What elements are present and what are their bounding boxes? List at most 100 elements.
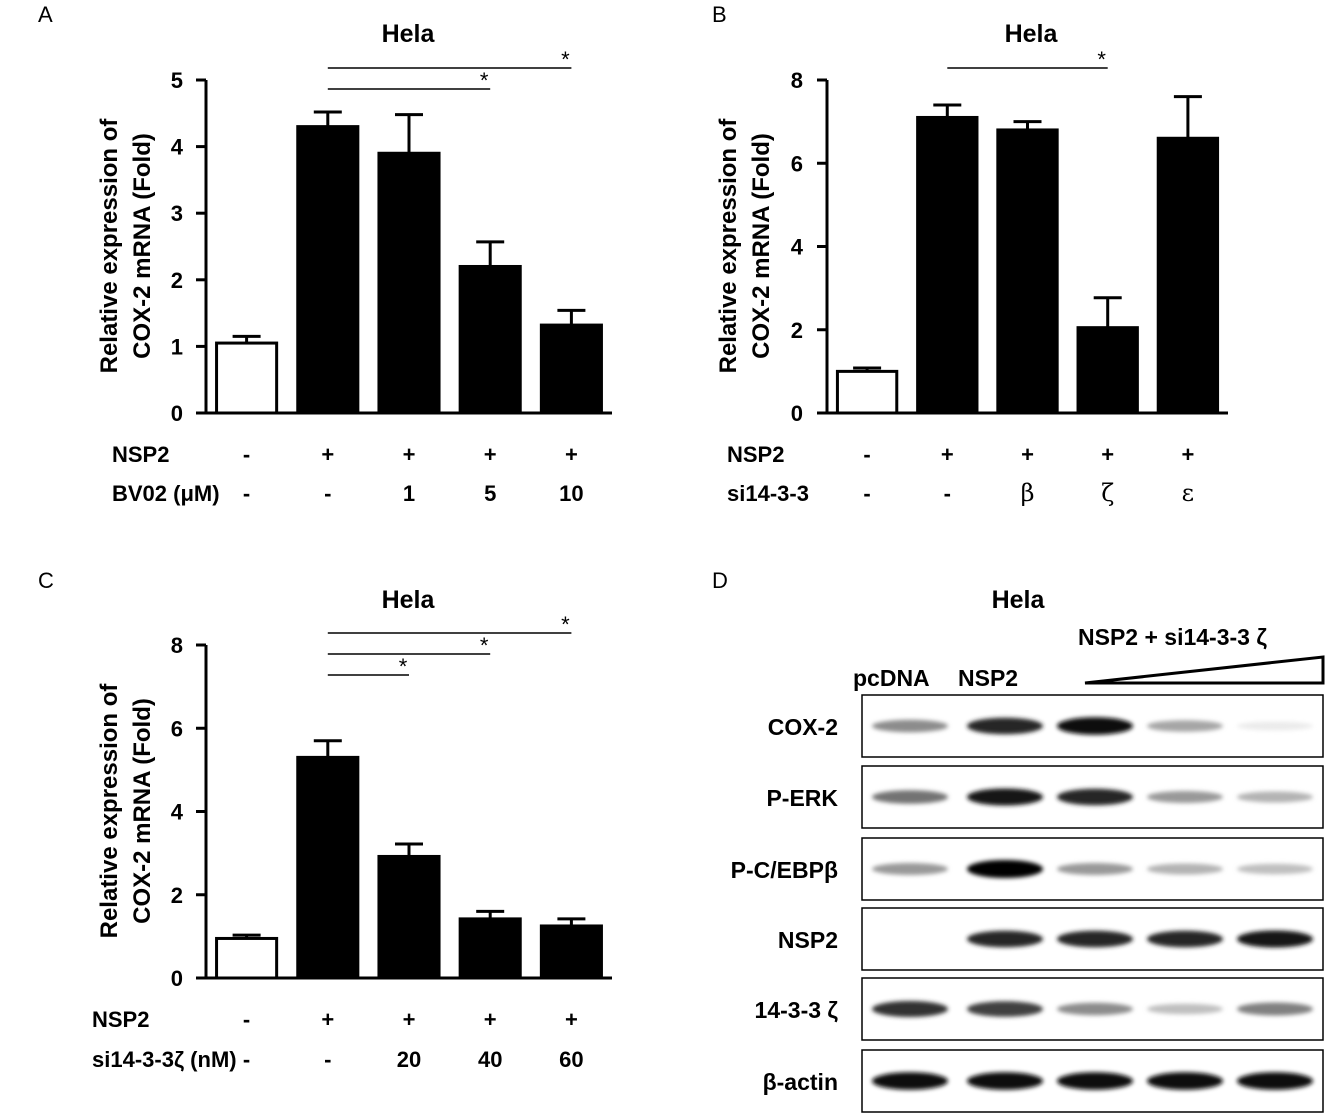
blot-band <box>872 790 948 804</box>
y-axis-label: Relative expression of <box>96 118 123 374</box>
condition-label: BV02 (μM) <box>112 481 220 506</box>
condition-value: + <box>484 442 497 467</box>
condition-value: β <box>1021 479 1035 507</box>
blot-band <box>872 863 948 875</box>
y-tick-label: 0 <box>171 966 183 991</box>
blot-label: P-C/EBPβ <box>731 857 838 883</box>
blot-row: P-C/EBPβ <box>731 837 1324 901</box>
condition-value: 60 <box>559 1047 583 1072</box>
western-blot-panel: D Hela NSP2 + si14-3-3 ζ pcDNA NSP2 COX-2 P-ER… <box>712 568 1325 1113</box>
chart-title: Hela <box>382 20 436 48</box>
y-tick-label: 6 <box>791 151 803 176</box>
y-tick-label: 0 <box>791 401 803 426</box>
bar <box>458 264 522 415</box>
concentration-wedge <box>1084 655 1325 685</box>
blot-band <box>1147 930 1223 948</box>
blot-label: 14-3-3 ζ <box>755 997 839 1023</box>
blot-label: NSP2 <box>778 927 838 953</box>
condition-value: - <box>243 1007 250 1032</box>
y-tick-label: 6 <box>171 716 183 741</box>
blot-band <box>1057 863 1133 875</box>
significance-star: * <box>480 633 489 658</box>
condition-value: - <box>243 442 250 467</box>
y-tick-label: 0 <box>171 401 183 426</box>
bar-panel-b: B Hela Relative expression of COX-2 mRNA (F… <box>712 2 1228 507</box>
blot-band <box>1237 863 1313 875</box>
bar-panel-a: A Hela Relative expression of COX-2 mRNA (F… <box>38 2 612 506</box>
bar <box>377 151 441 415</box>
y-axis-label: COX-2 mRNA (Fold) <box>129 133 156 359</box>
y-axis-label: COX-2 mRNA (Fold) <box>748 133 775 359</box>
blot-row: NSP2 <box>778 907 1324 971</box>
lane-label-nsp2: NSP2 <box>958 665 1018 691</box>
panel-letter: A <box>38 2 53 27</box>
condition-value: + <box>484 1007 497 1032</box>
blot-band <box>967 930 1043 948</box>
condition-value: 1 <box>403 481 415 506</box>
y-tick-label: 4 <box>171 135 184 160</box>
bar-panel-c: C Hela Relative expression of COX-2 mRNA (F… <box>38 568 612 1072</box>
blot-row: β-actin <box>763 1049 1324 1113</box>
condition-value: - <box>243 481 250 506</box>
bar <box>539 323 603 415</box>
condition-label: NSP2 <box>112 442 169 467</box>
bar <box>996 128 1059 415</box>
condition-value: + <box>565 442 578 467</box>
blot-band <box>872 719 948 733</box>
bar <box>215 341 279 415</box>
blot-band <box>1237 930 1313 948</box>
bar <box>377 854 441 980</box>
y-tick-label: 4 <box>791 235 804 260</box>
bar <box>296 755 360 980</box>
blot-band <box>1147 863 1223 875</box>
y-tick-label: 8 <box>171 633 183 658</box>
blot-band <box>1147 720 1223 732</box>
significance-star: * <box>561 612 570 637</box>
blot-row: 14-3-3 ζ <box>755 977 1324 1041</box>
condition-value: + <box>1101 442 1114 467</box>
bar <box>215 936 279 980</box>
condition-value: 20 <box>397 1047 421 1072</box>
blot-band <box>872 1072 948 1090</box>
significance-star: * <box>561 47 570 72</box>
condition-value: - <box>324 481 331 506</box>
condition-value: 5 <box>484 481 496 506</box>
y-tick-label: 3 <box>171 201 183 226</box>
significance-star: * <box>399 654 408 679</box>
blot-band <box>1057 1002 1133 1016</box>
condition-value: + <box>321 442 334 467</box>
condition-value: + <box>321 1007 334 1032</box>
panel-letter: D <box>712 568 728 593</box>
blot-band <box>1147 1072 1223 1090</box>
condition-value: 40 <box>478 1047 502 1072</box>
condition-value: - <box>944 481 951 506</box>
y-tick-label: 8 <box>791 68 803 93</box>
blot-band <box>1057 930 1133 948</box>
blot-band <box>1147 791 1223 803</box>
blot-band <box>967 860 1043 878</box>
condition-value: - <box>243 1047 250 1072</box>
blot-band <box>1237 1002 1313 1016</box>
bar <box>539 924 603 980</box>
bar <box>1076 326 1139 415</box>
blot-label: β-actin <box>763 1069 838 1095</box>
condition-value: + <box>565 1007 578 1032</box>
condition-label: NSP2 <box>727 442 784 467</box>
condition-value: ε <box>1182 479 1194 507</box>
treatment-label: NSP2 + si14-3-3 ζ <box>1078 624 1267 650</box>
blot-band <box>1057 788 1133 806</box>
lane-label-pcdna: pcDNA <box>853 665 930 691</box>
y-axis-label: Relative expression of <box>715 118 742 374</box>
condition-value: 10 <box>559 481 583 506</box>
y-tick-label: 2 <box>791 318 803 343</box>
y-tick-label: 2 <box>171 883 183 908</box>
y-axis-label: Relative expression of <box>96 683 123 939</box>
blot-band <box>967 1072 1043 1090</box>
blot-band <box>967 788 1043 806</box>
condition-label: NSP2 <box>92 1007 149 1032</box>
y-tick-label: 2 <box>171 268 183 293</box>
blot-row: P-ERK <box>766 765 1324 829</box>
condition-label: si14-3-3 <box>727 481 809 506</box>
blot-row: COX-2 <box>768 694 1324 758</box>
